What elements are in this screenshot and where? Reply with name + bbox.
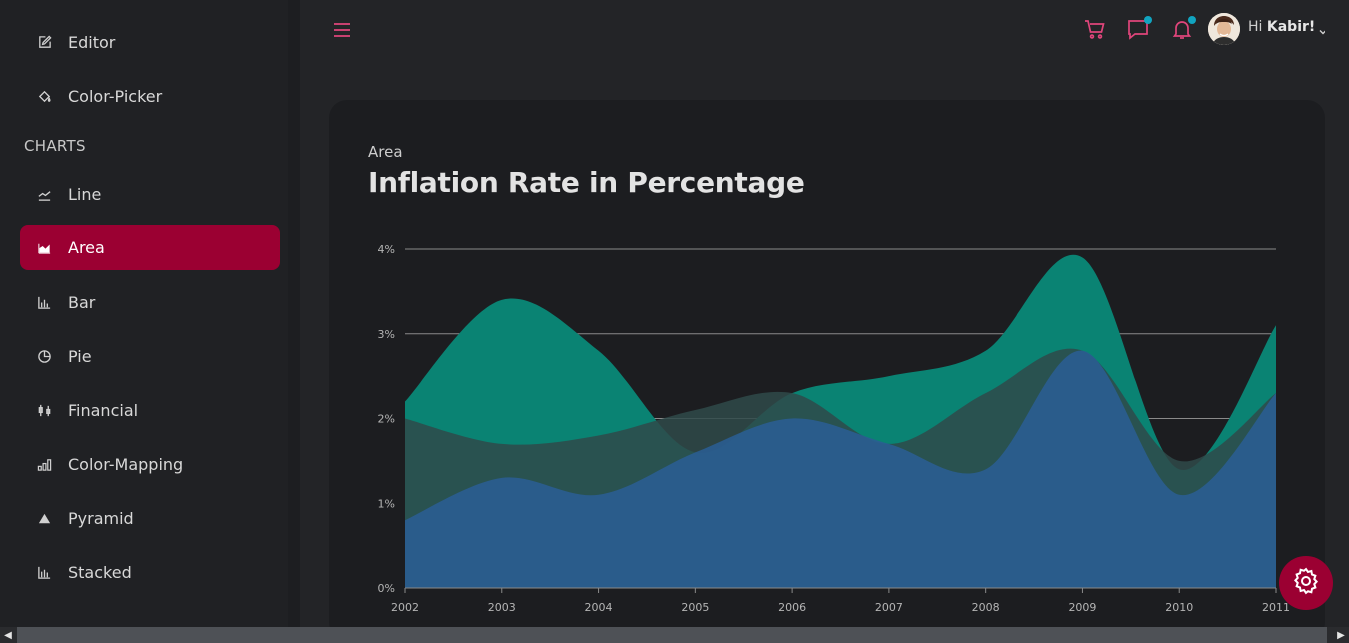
candlestick-icon: [20, 403, 68, 418]
line-chart-icon: [20, 187, 68, 202]
gear-icon: [1291, 566, 1321, 600]
x-tick-label: 2003: [488, 601, 516, 614]
sidebar-item-line[interactable]: Line: [20, 172, 280, 217]
x-tick-label: 2010: [1165, 601, 1193, 614]
sidebar-item-label: Area: [68, 238, 105, 257]
bar-chart-icon: [20, 295, 68, 310]
column-bars-icon: [20, 457, 68, 472]
sidebar-item-color-picker[interactable]: Color-Picker: [20, 74, 280, 119]
sidebar-item-label: Color-Mapping: [68, 455, 184, 474]
area-chart-icon: [20, 240, 68, 255]
area-series-3: [405, 350, 1276, 588]
paint-bucket-icon: [20, 89, 68, 104]
cart-icon[interactable]: [1083, 17, 1107, 41]
y-tick-label: 1%: [378, 497, 395, 510]
y-tick-label: 4%: [378, 243, 395, 256]
card-subtitle: Area: [368, 143, 403, 161]
pyramid-icon: [20, 511, 68, 526]
sidebar-item-financial[interactable]: Financial: [20, 388, 280, 433]
sidebar-item-label: Line: [68, 185, 102, 204]
sidebar-item-bar[interactable]: Bar: [20, 280, 280, 325]
menu-toggle-icon[interactable]: [332, 19, 352, 41]
scroll-left-icon[interactable]: ◀: [4, 629, 12, 641]
stacked-bar-icon: [20, 565, 68, 580]
bell-notification-dot: [1188, 16, 1196, 24]
edit-icon: [20, 35, 68, 50]
avatar[interactable]: [1208, 13, 1240, 45]
sidebar-item-label: Color-Picker: [68, 87, 163, 106]
x-tick-label: 2011: [1262, 601, 1290, 614]
user-name: Kabir!: [1266, 19, 1316, 35]
x-tick-label: 2007: [875, 601, 903, 614]
x-tick-label: 2005: [681, 601, 709, 614]
sidebar-item-area[interactable]: Area: [20, 225, 280, 270]
x-tick-label: 2004: [585, 601, 613, 614]
horizontal-scrollbar[interactable]: ◀ ▶: [0, 627, 1349, 643]
y-tick-label: 3%: [378, 328, 395, 341]
settings-button[interactable]: [1279, 556, 1333, 610]
sidebar-item-pie[interactable]: Pie: [20, 334, 280, 379]
pie-chart-icon: [20, 349, 68, 364]
sidebar-item-label: Bar: [68, 293, 96, 312]
sidebar-item-label: Pyramid: [68, 509, 134, 528]
x-tick-label: 2009: [1068, 601, 1096, 614]
scrollbar-thumb[interactable]: [17, 627, 1327, 643]
page-edge: [1325, 0, 1349, 627]
sidebar-item-editor[interactable]: Editor: [20, 20, 280, 65]
user-greeting[interactable]: Hi Kabir!: [1248, 19, 1316, 35]
x-tick-label: 2006: [778, 601, 806, 614]
bell-icon[interactable]: [1170, 17, 1194, 41]
sidebar-item-color-mapping[interactable]: Color-Mapping: [20, 442, 280, 487]
sidebar-section-charts: CHARTS: [24, 137, 86, 155]
area-chart: 0% 1% 2% 3% 4% 2002 2003 2004 2005 2006 2007 2008 20…: [378, 243, 1290, 614]
sidebar-item-label: Financial: [68, 401, 139, 420]
scroll-right-icon[interactable]: ▶: [1337, 629, 1345, 641]
sidebar-item-pyramid[interactable]: Pyramid: [20, 496, 280, 541]
sidebar-item-label: Stacked: [68, 563, 132, 582]
sidebar-item-label: Pie: [68, 347, 92, 366]
sidebar: Editor Color-Picker CHARTS Line Area Bar…: [0, 0, 288, 627]
sidebar-divider: [288, 0, 300, 627]
x-tick-label: 2002: [391, 601, 419, 614]
sidebar-item-label: Editor: [68, 33, 116, 52]
page-title: Inflation Rate in Percentage: [368, 166, 805, 199]
sidebar-item-stacked[interactable]: Stacked: [20, 550, 280, 595]
x-tick-label: 2008: [972, 601, 1000, 614]
y-tick-label: 0%: [378, 582, 395, 595]
chat-notification-dot: [1144, 16, 1152, 24]
y-tick-label: 2%: [378, 413, 395, 426]
